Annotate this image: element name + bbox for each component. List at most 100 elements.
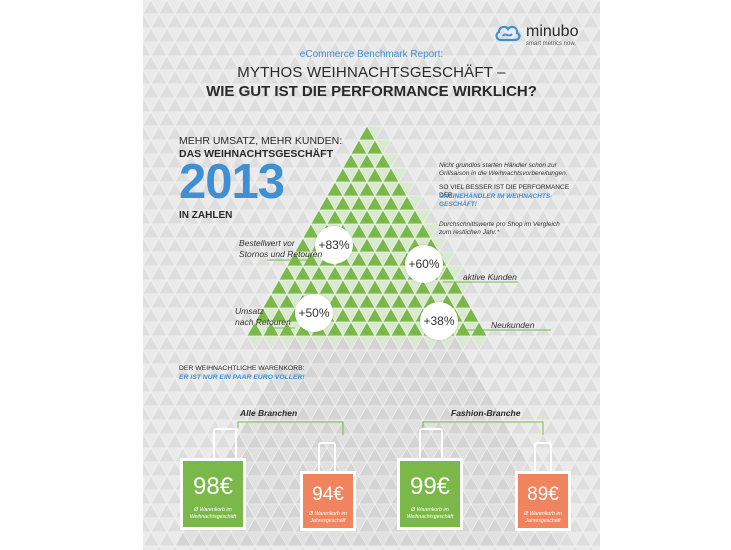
- pattern-triangle: [598, 305, 600, 309]
- pattern-triangle: [598, 165, 600, 169]
- report-label: eCommerce Benchmark Report:: [299, 49, 444, 60]
- pattern-triangle: [598, 193, 600, 197]
- pattern-triangle: [598, 447, 600, 451]
- pattern-triangle: [598, 25, 600, 29]
- pattern-triangle: [588, 545, 594, 550]
- bag-price: 99€: [409, 473, 451, 500]
- pattern-triangle: [590, 545, 600, 550]
- pattern-triangle: [556, 545, 562, 550]
- note-paragraph-2a: SO VIEL BESSER IST DIE PERFORMANCE DER: [439, 184, 570, 199]
- pattern-triangle: [558, 545, 576, 550]
- pattern-triangle: [598, 503, 600, 507]
- pattern-triangle: [334, 545, 352, 550]
- pattern-triangle: [590, 97, 600, 113]
- pattern-triangle: [590, 461, 600, 477]
- pattern-triangle: [598, 81, 600, 85]
- metric-revenue-label-2: nach Retouren: [235, 317, 291, 327]
- bag-caption-1: Ø Warenkorb im: [194, 507, 232, 513]
- pattern-triangle: [542, 545, 560, 550]
- pattern-triangle: [598, 501, 600, 505]
- cloud-logo-icon: [495, 24, 521, 42]
- pattern-triangle: [236, 545, 242, 550]
- pattern-triangle: [590, 153, 600, 169]
- metric-order-value-label-1: Bestellwert vor: [239, 238, 295, 248]
- bag-caption-2: Weihnachtsgeschäft: [406, 514, 454, 520]
- pattern-triangle: [270, 545, 288, 550]
- pattern-triangle: [524, 545, 530, 550]
- pattern-triangle: [412, 545, 418, 550]
- pattern-triangle: [366, 545, 384, 550]
- pattern-triangle: [174, 545, 192, 550]
- pattern-triangle: [143, 545, 160, 550]
- group-label-all: Alle Branchen: [240, 408, 298, 418]
- pattern-triangle: [598, 221, 600, 225]
- pattern-triangle: [444, 545, 450, 550]
- pattern-triangle: [350, 545, 368, 550]
- pattern-triangle: [476, 545, 482, 550]
- pattern-triangle: [590, 209, 600, 225]
- pattern-triangle: [190, 545, 208, 550]
- pattern-triangle: [286, 545, 304, 550]
- connector-line: [237, 421, 344, 435]
- pattern-triangle: [598, 391, 600, 395]
- pattern-triangle: [284, 545, 290, 550]
- pattern-triangle: [462, 545, 480, 550]
- pattern-triangle: [590, 41, 600, 57]
- triangle-pattern-background: [143, 0, 600, 550]
- page-title-line2: WIE GUT IST DIE PERFORMANCE WIRKLICH?: [206, 83, 537, 100]
- pattern-triangle: [460, 545, 466, 550]
- metric-order-value-circle: +83%: [315, 226, 353, 264]
- intro-line1: MEHR UMSATZ, MEHR KUNDEN:: [179, 135, 343, 147]
- metric-revenue-circle: +50%: [295, 294, 333, 332]
- pattern-triangle: [156, 545, 162, 550]
- pattern-triangle: [382, 545, 400, 550]
- pattern-triangle: [478, 545, 496, 550]
- pattern-triangle: [598, 249, 600, 253]
- bag-price: 98€: [192, 473, 234, 500]
- pattern-triangle: [598, 361, 600, 365]
- pattern-triangle: [598, 307, 600, 311]
- metric-revenue-label-1: Umsatz: [235, 306, 264, 316]
- pattern-triangle: [590, 349, 600, 365]
- pattern-triangle: [590, 321, 600, 337]
- pattern-triangle: [590, 405, 600, 421]
- pattern-triangle: [574, 545, 592, 550]
- pattern-triangle: [318, 545, 336, 550]
- bag-price: 94€: [312, 484, 344, 505]
- pattern-triangle: [598, 251, 600, 255]
- bag-caption-1: Ø Warenkorb im: [309, 511, 347, 517]
- pattern-triangle: [598, 223, 600, 227]
- pattern-triangle: [398, 545, 416, 550]
- metric-new-customers-label: Neukunden: [491, 320, 535, 330]
- pattern-triangle: [590, 433, 600, 449]
- pattern-triangle: [598, 167, 600, 171]
- bag-caption-2: Jahresgeschäft: [310, 518, 346, 524]
- pattern-triangle: [598, 335, 600, 339]
- pattern-triangle: [492, 545, 498, 550]
- note-paragraph-1: Nicht grundlos starten Händler schon zur…: [439, 162, 568, 177]
- bag-price: 89€: [527, 484, 559, 505]
- pattern-triangle: [430, 545, 448, 550]
- pattern-triangle: [598, 419, 600, 423]
- pattern-triangle: [590, 377, 600, 393]
- pattern-triangle: [540, 545, 546, 550]
- pattern-triangle: [572, 545, 578, 550]
- pattern-triangle: [598, 473, 600, 477]
- bag-caption-2: Jahresgeschäft: [525, 518, 561, 524]
- pattern-triangle: [268, 545, 274, 550]
- pattern-triangle: [598, 333, 600, 337]
- pattern-triangle: [590, 265, 600, 281]
- note-paragraph-2b: ONLINEHÄNDLER IM WEIHNACHTS-GESCHÄFT!: [439, 193, 553, 208]
- pattern-triangle: [414, 545, 432, 550]
- pattern-triangle: [598, 55, 600, 59]
- bag-caption-2: Weihnachtsgeschäft: [189, 514, 237, 520]
- pattern-triangle: [238, 545, 256, 550]
- group-label-fashion: Fashion-Branche: [451, 408, 521, 418]
- pattern-triangle: [316, 545, 322, 550]
- pattern-triangle: [508, 545, 514, 550]
- pattern-triangle: [380, 545, 386, 550]
- intro-year: 2013: [179, 155, 285, 209]
- pattern-triangle: [598, 83, 600, 87]
- pattern-triangle: [396, 545, 402, 550]
- pattern-triangle: [204, 545, 210, 550]
